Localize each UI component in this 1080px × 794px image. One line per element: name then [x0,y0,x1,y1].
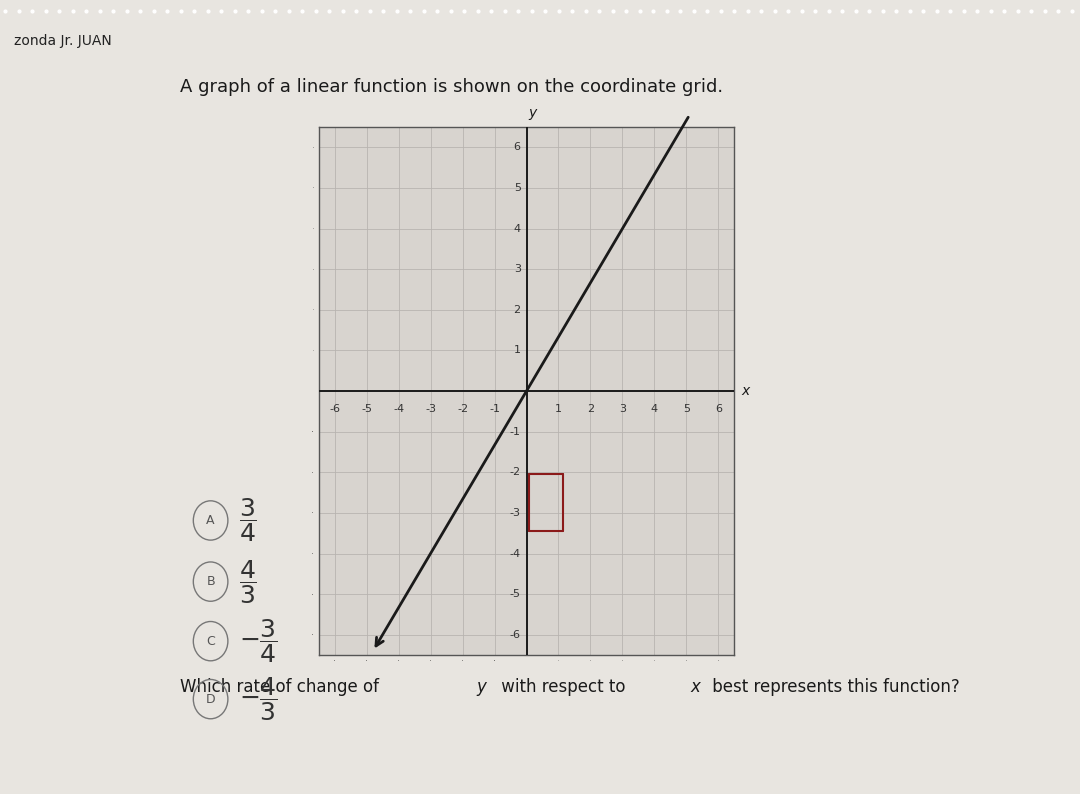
Text: -1: -1 [489,404,500,414]
Text: 1: 1 [555,404,562,414]
Text: y: y [528,106,537,120]
Text: -6: -6 [510,630,521,640]
Text: zonda Jr. JUAN: zonda Jr. JUAN [13,33,111,48]
Text: $-\dfrac{4}{3}$: $-\dfrac{4}{3}$ [239,675,278,723]
Text: C: C [206,634,215,648]
Text: -2: -2 [510,468,521,477]
Text: $\dfrac{4}{3}$: $\dfrac{4}{3}$ [239,557,257,606]
Text: -3: -3 [510,508,521,518]
Text: B: B [206,575,215,588]
Text: x: x [691,678,701,696]
Text: 1: 1 [514,345,521,356]
Text: $-\dfrac{3}{4}$: $-\dfrac{3}{4}$ [239,617,278,665]
Text: -3: -3 [426,404,436,414]
Text: -5: -5 [361,404,373,414]
Text: -2: -2 [457,404,468,414]
Text: 5: 5 [514,183,521,193]
Text: 4: 4 [514,224,521,233]
Text: -4: -4 [510,549,521,558]
Text: best represents this function?: best represents this function? [707,678,960,696]
Text: 6: 6 [715,404,721,414]
Text: x: x [742,384,750,398]
Text: 4: 4 [651,404,658,414]
Text: D: D [206,692,215,706]
Text: -6: -6 [329,404,340,414]
Text: $\dfrac{3}{4}$: $\dfrac{3}{4}$ [239,496,257,545]
Text: 2: 2 [514,305,521,314]
Text: 5: 5 [683,404,690,414]
Text: -5: -5 [510,589,521,599]
Text: -1: -1 [510,426,521,437]
Text: A: A [206,514,215,527]
Text: 3: 3 [619,404,626,414]
Text: -4: -4 [393,404,404,414]
Text: A graph of a linear function is shown on the coordinate grid.: A graph of a linear function is shown on… [180,79,724,96]
Text: 6: 6 [514,142,521,152]
Text: 3: 3 [514,264,521,274]
Text: Which rate of change of: Which rate of change of [180,678,384,696]
Text: 2: 2 [586,404,594,414]
Text: with respect to: with respect to [497,678,631,696]
Text: y: y [477,678,487,696]
